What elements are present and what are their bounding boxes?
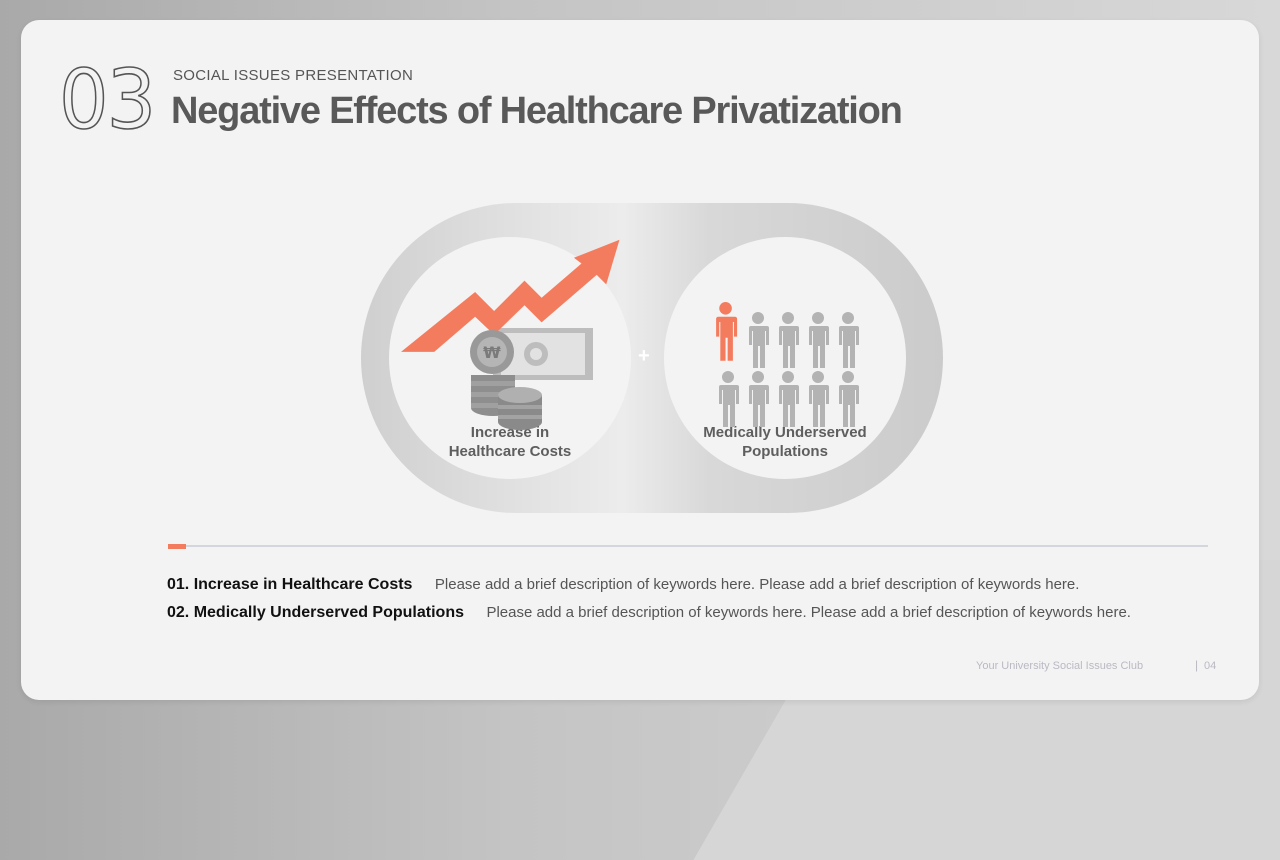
description-row-1: 01. Increase in Healthcare Costs Please …: [167, 576, 1079, 594]
people-group-icon: [716, 302, 859, 427]
footer-separator: |: [1195, 658, 1199, 672]
description-key: 01. Increase in Healthcare Costs: [167, 576, 413, 593]
page-number: 04: [1204, 660, 1217, 672]
plus-icon: +: [638, 345, 650, 367]
rising-cost-chart-coins-icon: ₩: [401, 239, 620, 430]
footer-organization: Your University Social Issues Club: [976, 660, 1144, 672]
population-circle: Medically Underserved Populations: [664, 237, 906, 479]
population-label: Medically Underserved Populations: [703, 424, 867, 460]
svg-text:₩: ₩: [483, 343, 501, 362]
section-number: 03: [58, 53, 157, 148]
description-text: Please add a brief description of keywor…: [434, 576, 1080, 593]
slide-subtitle: SOCIAL ISSUES PRESENTATION: [173, 67, 414, 84]
slide-title: Negative Effects of Healthcare Privatiza…: [171, 90, 903, 132]
divider-line: [168, 545, 1208, 547]
divider-accent: [168, 544, 186, 549]
description-row-2: 02. Medically Underserved Populations Pl…: [167, 604, 1131, 622]
description-key: 02. Medically Underserved Populations: [167, 604, 464, 621]
slide-card: 03 SOCIAL ISSUES PRESENTATION Negative E…: [21, 20, 1259, 700]
description-text: Please add a brief description of keywor…: [486, 604, 1131, 621]
